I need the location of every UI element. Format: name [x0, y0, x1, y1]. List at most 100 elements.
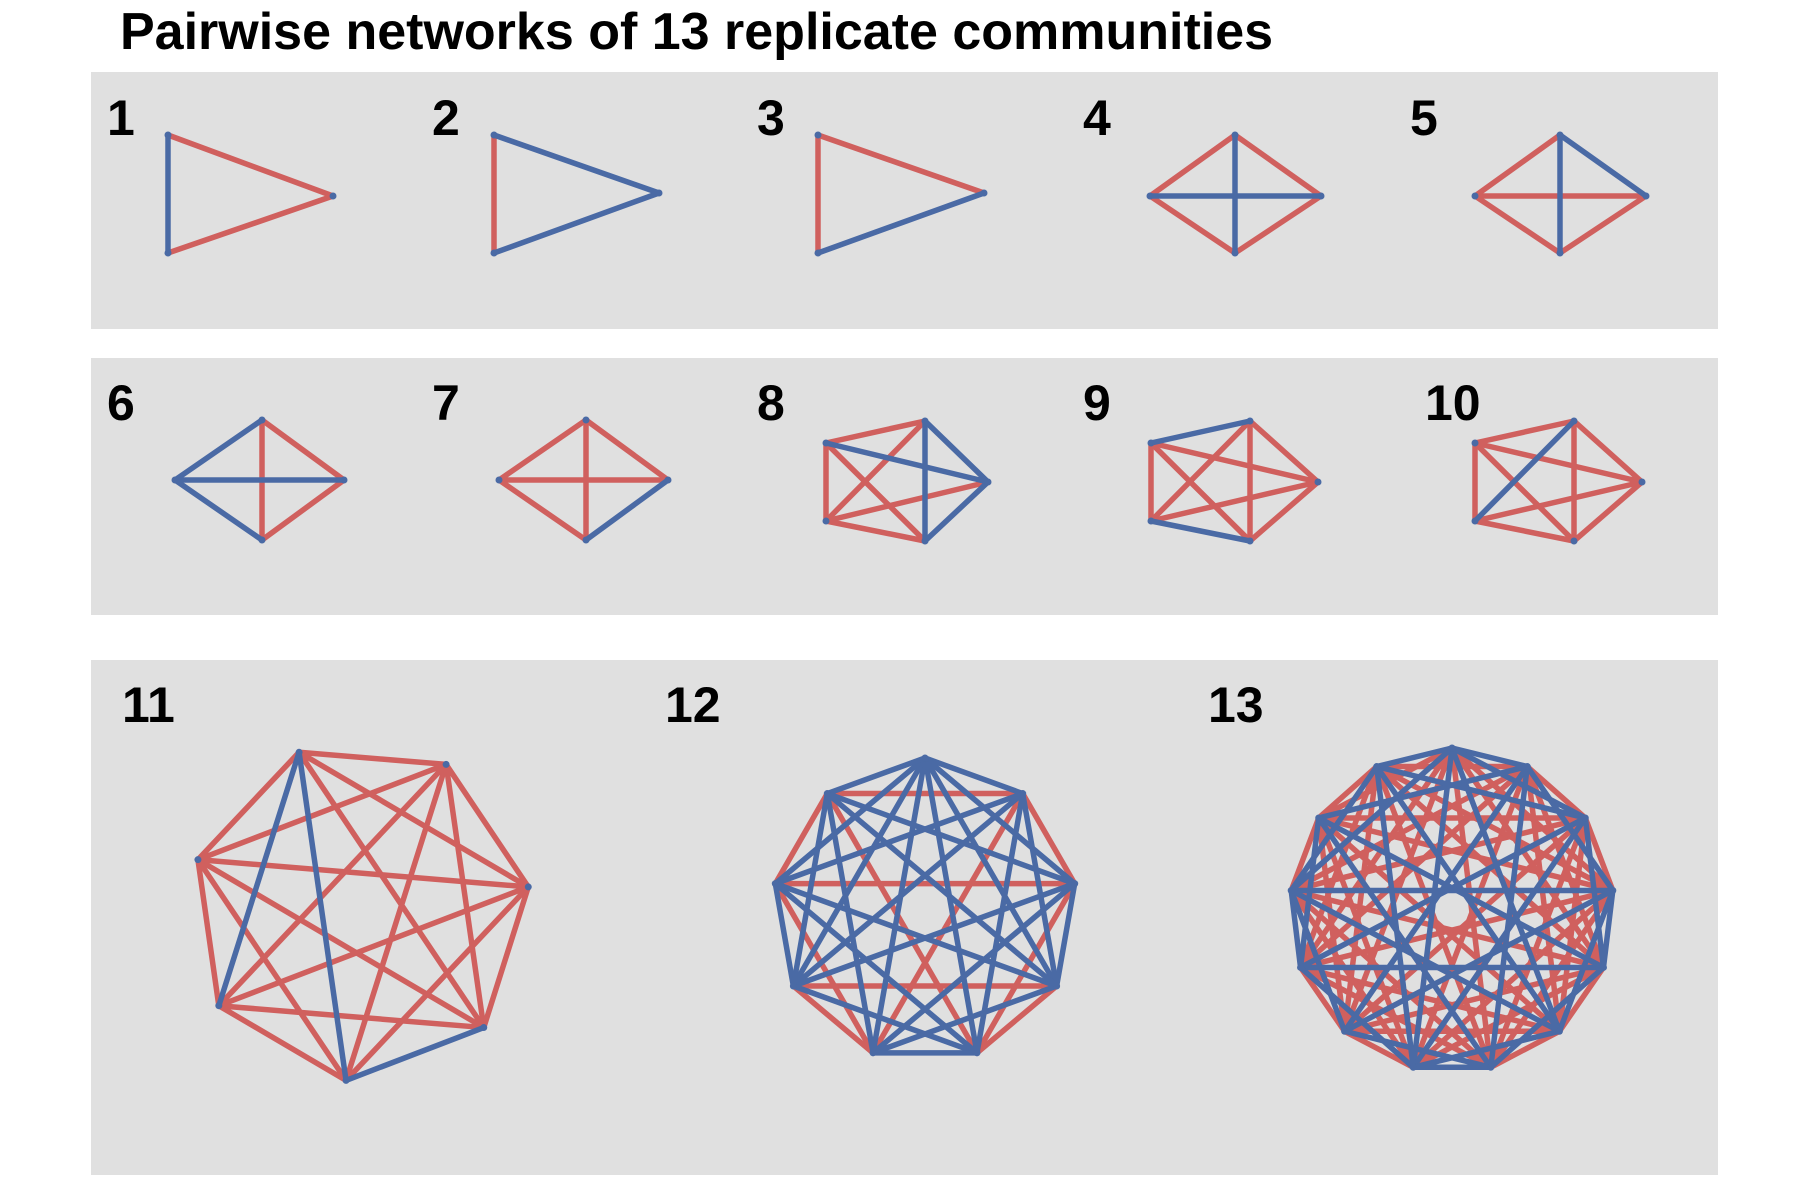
- blue-edge: [922, 755, 980, 1056]
- red-edge: [823, 418, 928, 524]
- panel-row-1: [91, 72, 1718, 329]
- blue-edge: [1288, 887, 1563, 1035]
- red-edge: [1488, 1028, 1563, 1071]
- blue-edge: [1341, 887, 1616, 1035]
- network-node: [480, 1024, 488, 1032]
- blue-edge: [1472, 418, 1577, 524]
- network-node: [1487, 1063, 1495, 1071]
- network-node: [1555, 1027, 1563, 1035]
- blue-edge: [790, 790, 831, 989]
- network-node: [1019, 790, 1027, 798]
- network-label: 5: [1410, 90, 1438, 146]
- red-edge: [1297, 964, 1348, 1035]
- blue-edge: [343, 1024, 487, 1084]
- network-label: 13: [1208, 677, 1264, 733]
- network-node: [1287, 886, 1295, 894]
- blue-edge: [1373, 763, 1416, 1071]
- network-node: [822, 439, 830, 447]
- blue-edge: [1053, 880, 1078, 989]
- network-node: [171, 476, 179, 484]
- red-edge: [1557, 193, 1649, 256]
- red-edge: [1148, 440, 1253, 544]
- red-edge: [823, 440, 928, 544]
- red-edge: [195, 749, 302, 863]
- red-edge: [1315, 815, 1348, 1035]
- blue-edge: [1288, 887, 1304, 971]
- network-label: 3: [757, 90, 785, 146]
- network-2: 2: [432, 90, 663, 257]
- red-edge: [1315, 763, 1380, 821]
- network-node: [164, 131, 172, 139]
- network-node: [1570, 537, 1578, 545]
- network-node: [524, 883, 532, 891]
- network-node: [490, 131, 498, 139]
- blue-edge: [1288, 763, 1380, 894]
- network-10: 10: [1425, 375, 1646, 545]
- network-node: [1556, 131, 1564, 139]
- blue-edge: [772, 880, 1060, 989]
- red-edge: [1148, 479, 1321, 524]
- network-node: [814, 249, 822, 257]
- red-edge: [216, 761, 449, 1009]
- blue-edge: [824, 755, 928, 797]
- red-edge: [1472, 440, 1577, 544]
- red-edge: [296, 749, 449, 768]
- network-node: [655, 189, 663, 197]
- red-edge: [1524, 763, 1589, 821]
- blue-edge: [172, 417, 265, 483]
- blue-edge: [772, 755, 928, 887]
- red-edge: [443, 761, 487, 1031]
- network-node: [1373, 763, 1381, 771]
- blue-edge: [296, 749, 349, 1084]
- red-edge: [496, 477, 589, 543]
- network-node: [984, 478, 992, 486]
- network-node: [1638, 478, 1646, 486]
- network-node: [164, 249, 172, 257]
- blue-edge: [583, 477, 671, 543]
- network-label: 11: [122, 677, 175, 733]
- red-edge: [1288, 815, 1322, 894]
- network-node: [340, 476, 348, 484]
- red-edge: [1449, 745, 1607, 971]
- network-node: [342, 1076, 350, 1084]
- red-edge: [1148, 440, 1321, 485]
- blue-edge: [1297, 815, 1322, 971]
- red-edge: [772, 790, 831, 887]
- red-edge: [165, 193, 336, 256]
- blue-edge: [1373, 763, 1589, 821]
- blue-edge: [824, 790, 1078, 887]
- network-node: [1317, 192, 1325, 200]
- network-4: 4: [1083, 90, 1325, 257]
- network-node: [295, 748, 303, 756]
- panel-row-3: [91, 660, 1718, 1175]
- blue-edge: [823, 440, 991, 485]
- network-node: [1523, 763, 1531, 771]
- red-edge: [1247, 418, 1321, 485]
- blue-edge: [1288, 887, 1348, 1035]
- network-13: 13: [1208, 677, 1617, 1071]
- red-edge: [1472, 418, 1577, 446]
- network-node: [1609, 886, 1617, 894]
- red-edge: [195, 856, 487, 1031]
- network-node: [980, 189, 988, 197]
- red-edge: [296, 749, 532, 890]
- red-edge: [1297, 763, 1380, 971]
- red-edge: [343, 884, 532, 1084]
- red-edge: [1571, 479, 1645, 544]
- network-node: [258, 536, 266, 544]
- blue-edge: [1341, 1028, 1494, 1071]
- network-node: [1471, 439, 1479, 447]
- red-edge: [443, 761, 532, 890]
- red-edge: [259, 477, 347, 543]
- network-node: [814, 131, 822, 139]
- blue-edge: [772, 880, 797, 989]
- blue-edge: [922, 755, 1026, 797]
- red-edge: [1147, 193, 1238, 256]
- page-title: Pairwise networks of 13 replicate commun…: [120, 3, 1274, 61]
- red-edge: [1019, 790, 1078, 887]
- red-edge: [216, 884, 532, 1009]
- blue-edge: [790, 790, 1026, 989]
- red-edge: [1315, 815, 1416, 1071]
- red-edge: [1148, 418, 1253, 524]
